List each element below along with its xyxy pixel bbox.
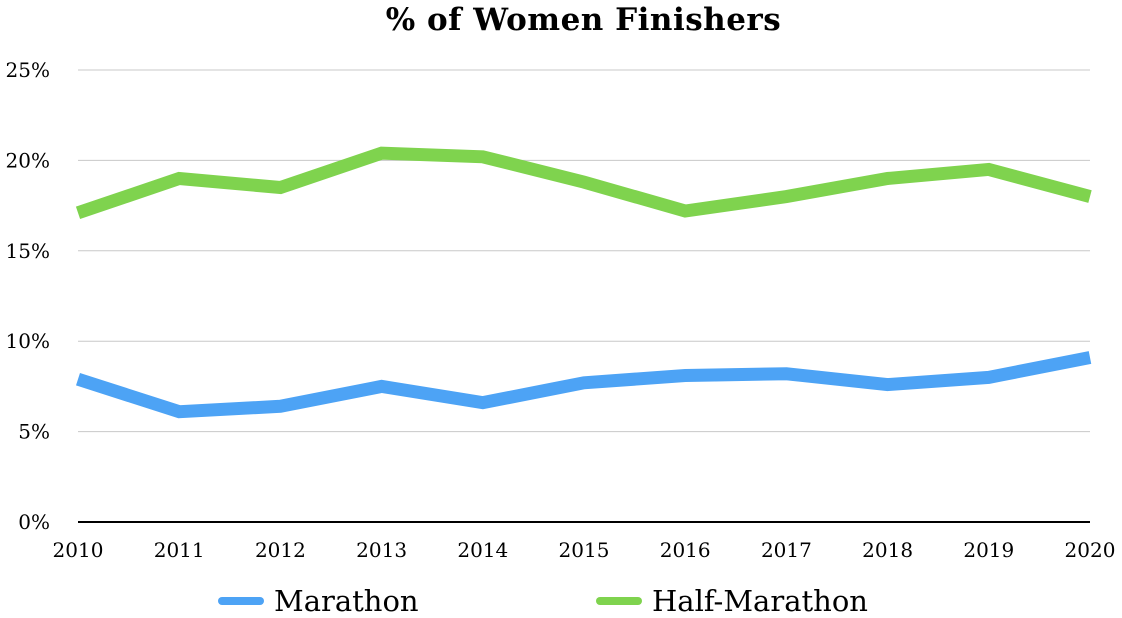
x-tick-label: 2017 xyxy=(761,538,812,562)
legend-label-half-marathon: Half-Marathon xyxy=(652,584,868,618)
legend: Marathon Half-Marathon xyxy=(218,584,868,618)
y-tick-label: 0% xyxy=(18,510,50,534)
marathon-point xyxy=(785,373,787,375)
chart-title: % of Women Finishers xyxy=(385,2,782,38)
x-tick-label: 2014 xyxy=(457,538,508,562)
y-tick-label: 20% xyxy=(6,148,50,172)
y-tick-label: 15% xyxy=(6,239,50,263)
y-axis-labels: 0% 5% 10% 15% 20% 25% xyxy=(6,58,50,534)
marathon-point xyxy=(178,411,180,413)
marathon-line xyxy=(76,351,1092,419)
marathon-point xyxy=(988,376,990,378)
marathon-point xyxy=(684,375,686,377)
x-tick-label: 2020 xyxy=(1065,538,1116,562)
half-marathon-point xyxy=(887,177,889,179)
half-marathon-point xyxy=(988,168,990,170)
half-marathon-point xyxy=(482,156,484,158)
marathon-point xyxy=(279,405,281,407)
x-tick-label: 2019 xyxy=(963,538,1014,562)
half-marathon-point xyxy=(785,196,787,198)
half-marathon-point xyxy=(77,212,79,214)
x-tick-label: 2010 xyxy=(53,538,104,562)
marathon-point xyxy=(482,402,484,404)
marathon-point xyxy=(583,382,585,384)
marathon-point xyxy=(77,378,79,380)
half-marathon-point xyxy=(178,177,180,179)
half-marathon-point xyxy=(583,181,585,183)
half-marathon-point xyxy=(1089,196,1091,198)
half-marathon-point xyxy=(684,210,686,212)
x-tick-label: 2012 xyxy=(255,538,306,562)
x-tick-label: 2015 xyxy=(559,538,610,562)
series-lines xyxy=(75,146,1092,419)
x-tick-label: 2013 xyxy=(356,538,407,562)
x-tick-label: 2011 xyxy=(154,538,205,562)
y-tick-label: 10% xyxy=(6,329,50,353)
x-tick-label: 2018 xyxy=(862,538,913,562)
marathon-point xyxy=(1089,356,1091,358)
gridlines xyxy=(78,69,1090,523)
y-tick-label: 25% xyxy=(6,58,50,82)
half-marathon-line xyxy=(75,146,1092,219)
legend-label-marathon: Marathon xyxy=(274,584,419,618)
x-axis-labels: 2010 2011 2012 2013 2014 2015 2016 2017 2018 2019… xyxy=(53,538,1116,562)
y-tick-label: 5% xyxy=(18,420,50,444)
x-tick-label: 2016 xyxy=(660,538,711,562)
marathon-point xyxy=(381,385,383,387)
half-marathon-point xyxy=(279,187,281,189)
marathon-point xyxy=(887,384,889,386)
half-marathon-point xyxy=(381,152,383,154)
